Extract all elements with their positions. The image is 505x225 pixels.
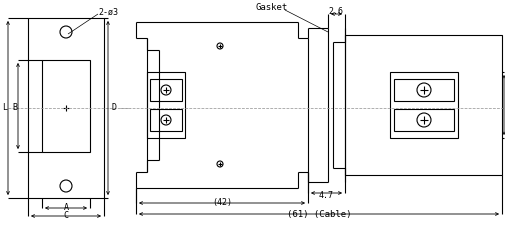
Text: A: A [63,203,68,212]
Text: D: D [112,104,117,112]
Circle shape [217,161,223,167]
Text: E: E [504,101,505,110]
Circle shape [416,83,430,97]
Text: 2.6: 2.6 [328,7,343,16]
Circle shape [161,85,171,95]
Text: B: B [13,104,18,112]
Bar [147,72,185,138]
Bar [389,72,457,138]
Circle shape [60,26,72,38]
Circle shape [161,115,171,125]
Bar [149,79,182,101]
Circle shape [217,43,223,49]
Bar [42,60,90,152]
Circle shape [60,180,72,192]
Text: (61) (Cable): (61) (Cable) [286,209,350,218]
Text: 4.7: 4.7 [318,191,333,200]
Text: (42): (42) [212,198,231,207]
Text: Gasket: Gasket [256,4,287,13]
Text: C: C [63,212,68,220]
Circle shape [416,113,430,127]
Bar [344,35,501,175]
Bar [149,109,182,131]
Bar [28,18,104,198]
Bar [393,109,453,131]
Text: 2-ø3: 2-ø3 [98,7,118,16]
Text: L: L [3,104,8,112]
Bar [393,79,453,101]
